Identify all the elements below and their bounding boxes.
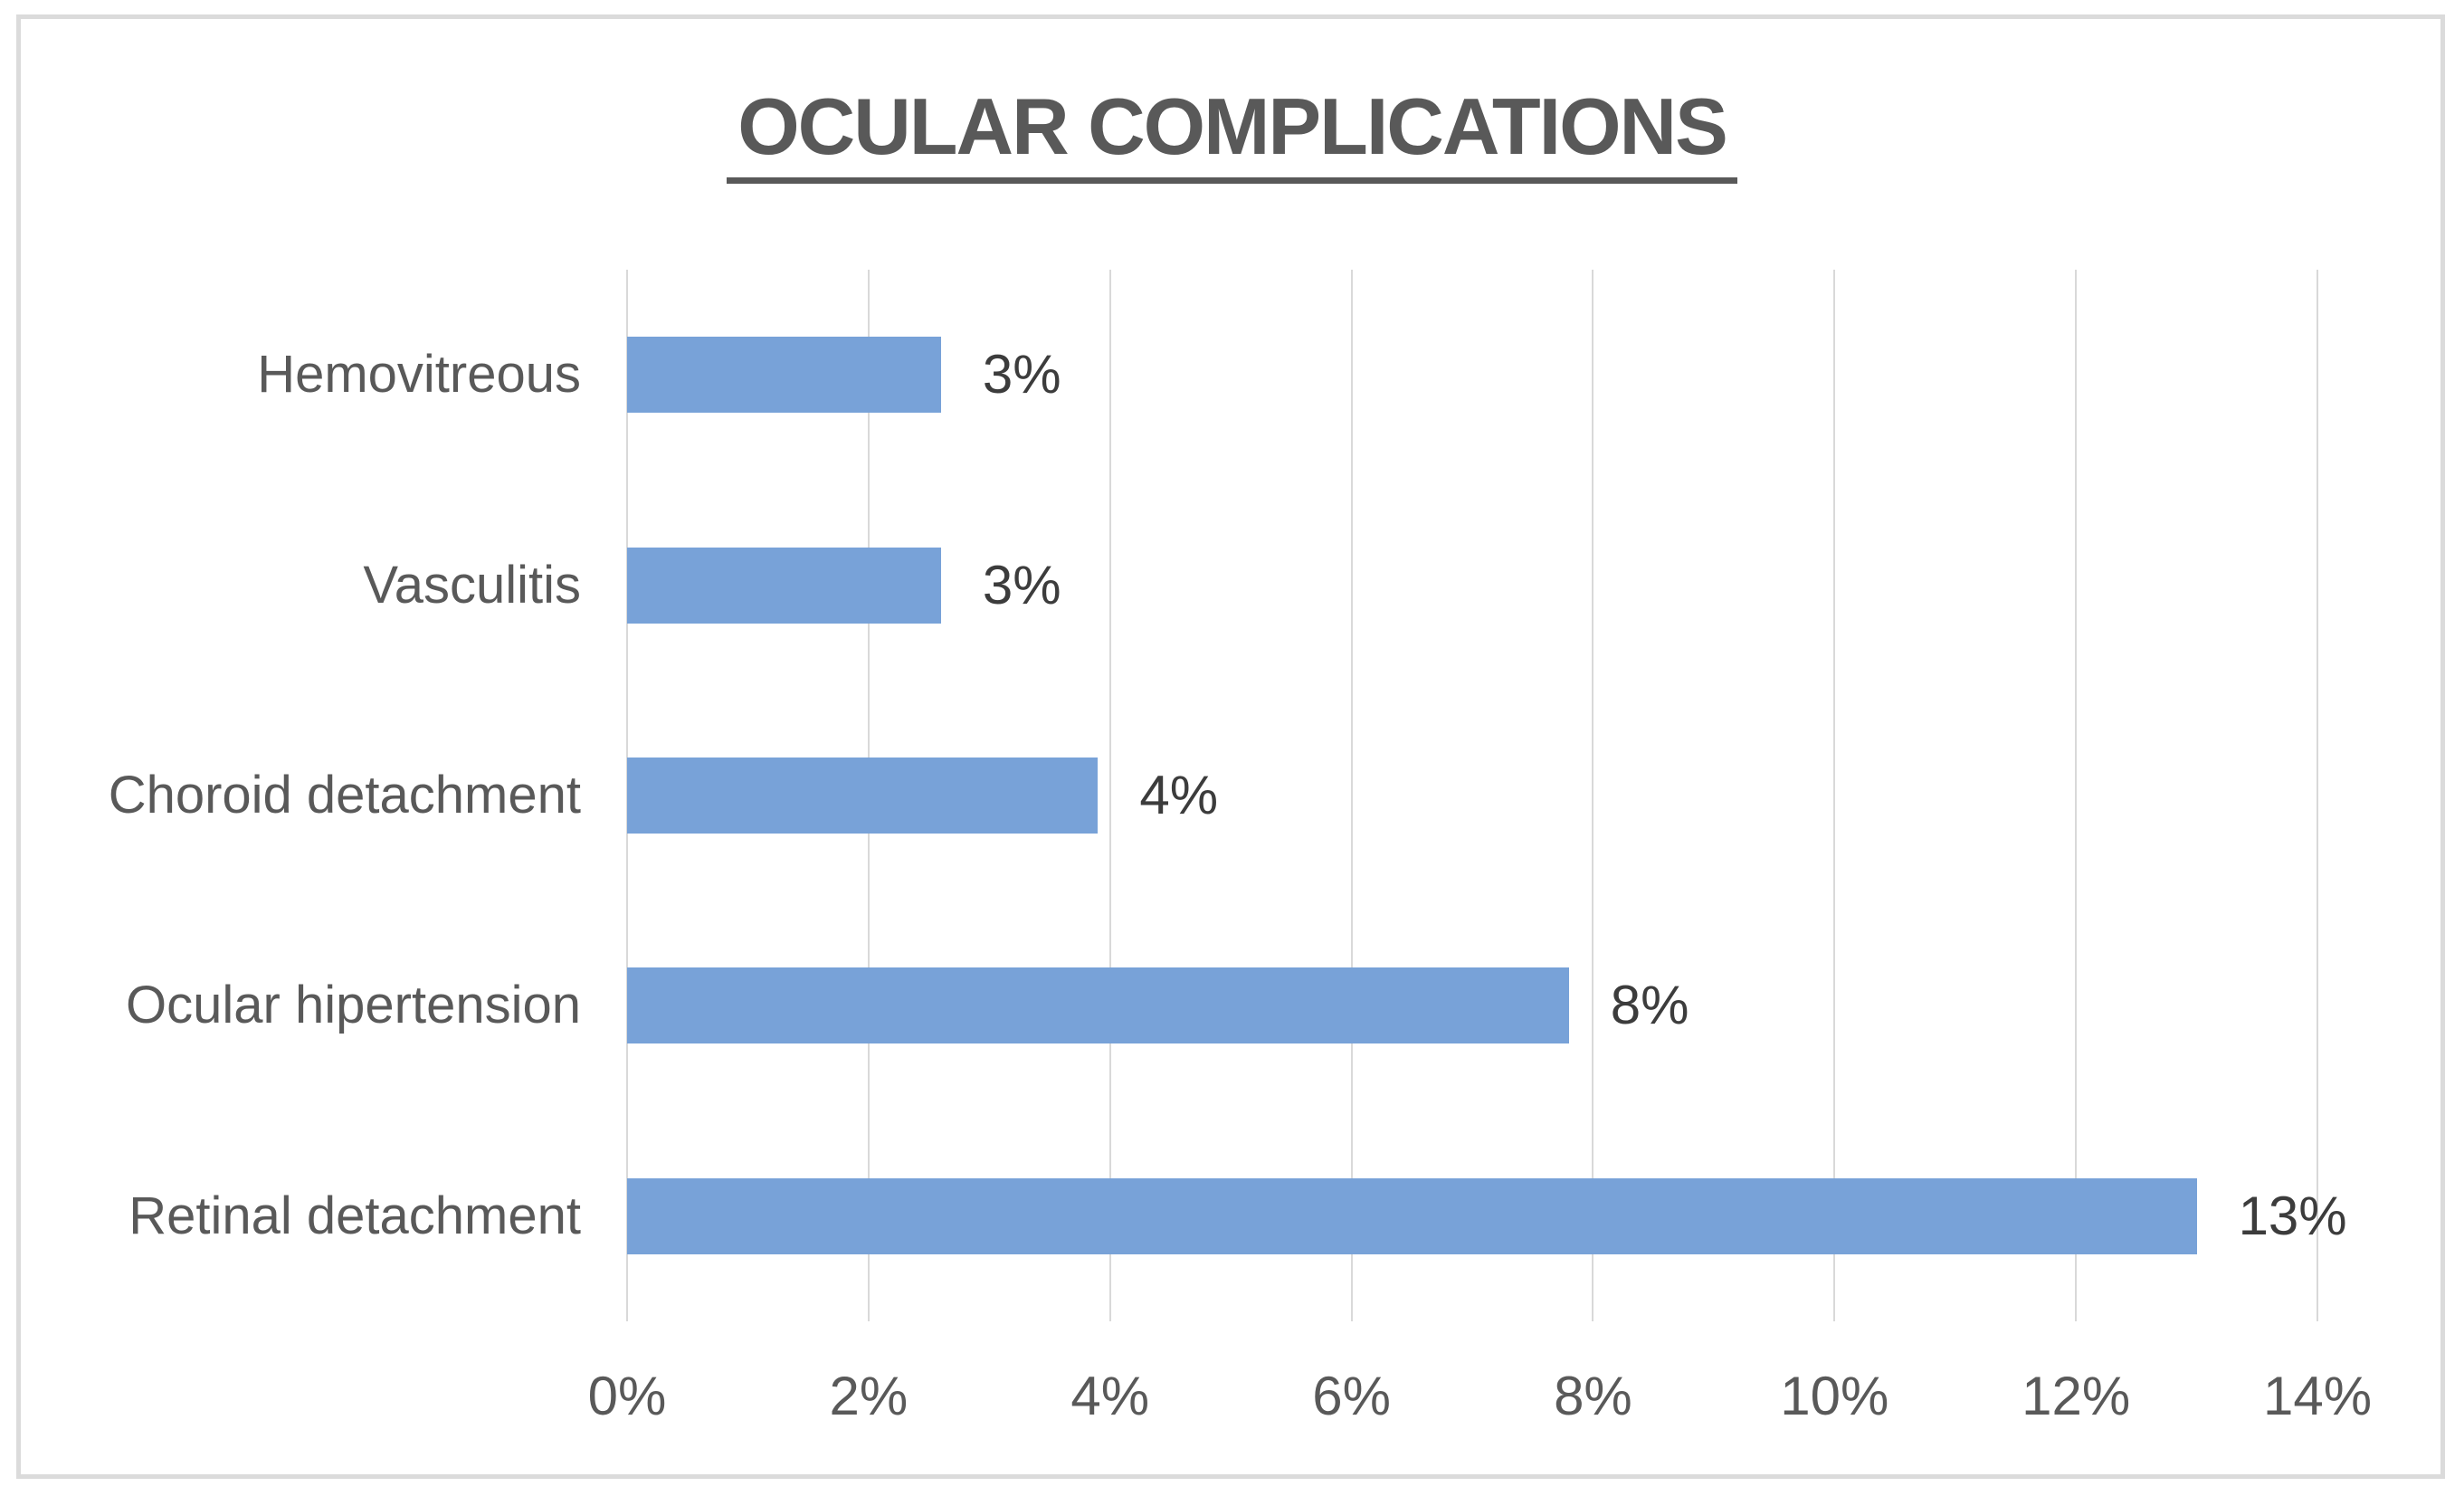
x-axis-tick-label: 6% <box>1312 1366 1391 1426</box>
category-label: Retinal detachment <box>128 1186 581 1245</box>
data-label: 8% <box>1610 975 1689 1036</box>
data-label: 4% <box>1139 765 1219 825</box>
chart-title: OCULAR COMPLICATIONS <box>0 87 2464 184</box>
gridline-10% <box>1833 270 1836 1321</box>
bar <box>627 967 1569 1044</box>
bar <box>627 1177 2197 1254</box>
chart-title-text: OCULAR COMPLICATIONS <box>727 87 1737 184</box>
data-label: 3% <box>982 344 1061 405</box>
gridline-14% <box>2317 270 2318 1321</box>
x-axis-tick-label: 2% <box>829 1366 909 1426</box>
category-label: Choroid detachment <box>108 766 581 824</box>
category-label: Ocular hipertension <box>126 976 581 1035</box>
gridline-6% <box>1350 270 1353 1321</box>
gridline-12% <box>2075 270 2078 1321</box>
x-axis-tick-label: 10% <box>1780 1366 1889 1426</box>
plot-area: 3% 3% 4% 8% 13% <box>626 270 2347 1321</box>
x-axis-tick-label: 0% <box>587 1366 667 1426</box>
data-label: 13% <box>2238 1185 2347 1246</box>
x-axis-tick-label: 8% <box>1554 1366 1632 1426</box>
gridline-4% <box>1108 270 1111 1321</box>
data-label: 3% <box>982 554 1061 615</box>
gridline-8% <box>1592 270 1594 1321</box>
bar <box>627 758 1099 834</box>
category-label: Hemovitreous <box>257 345 581 405</box>
bar <box>627 337 941 414</box>
x-axis-tick-label: 12% <box>2022 1366 2131 1426</box>
x-axis-tick-label: 4% <box>1070 1366 1150 1426</box>
x-axis-tick-label: 14% <box>2262 1366 2373 1426</box>
category-label: Vasculitis <box>363 555 581 615</box>
bar <box>627 547 941 624</box>
